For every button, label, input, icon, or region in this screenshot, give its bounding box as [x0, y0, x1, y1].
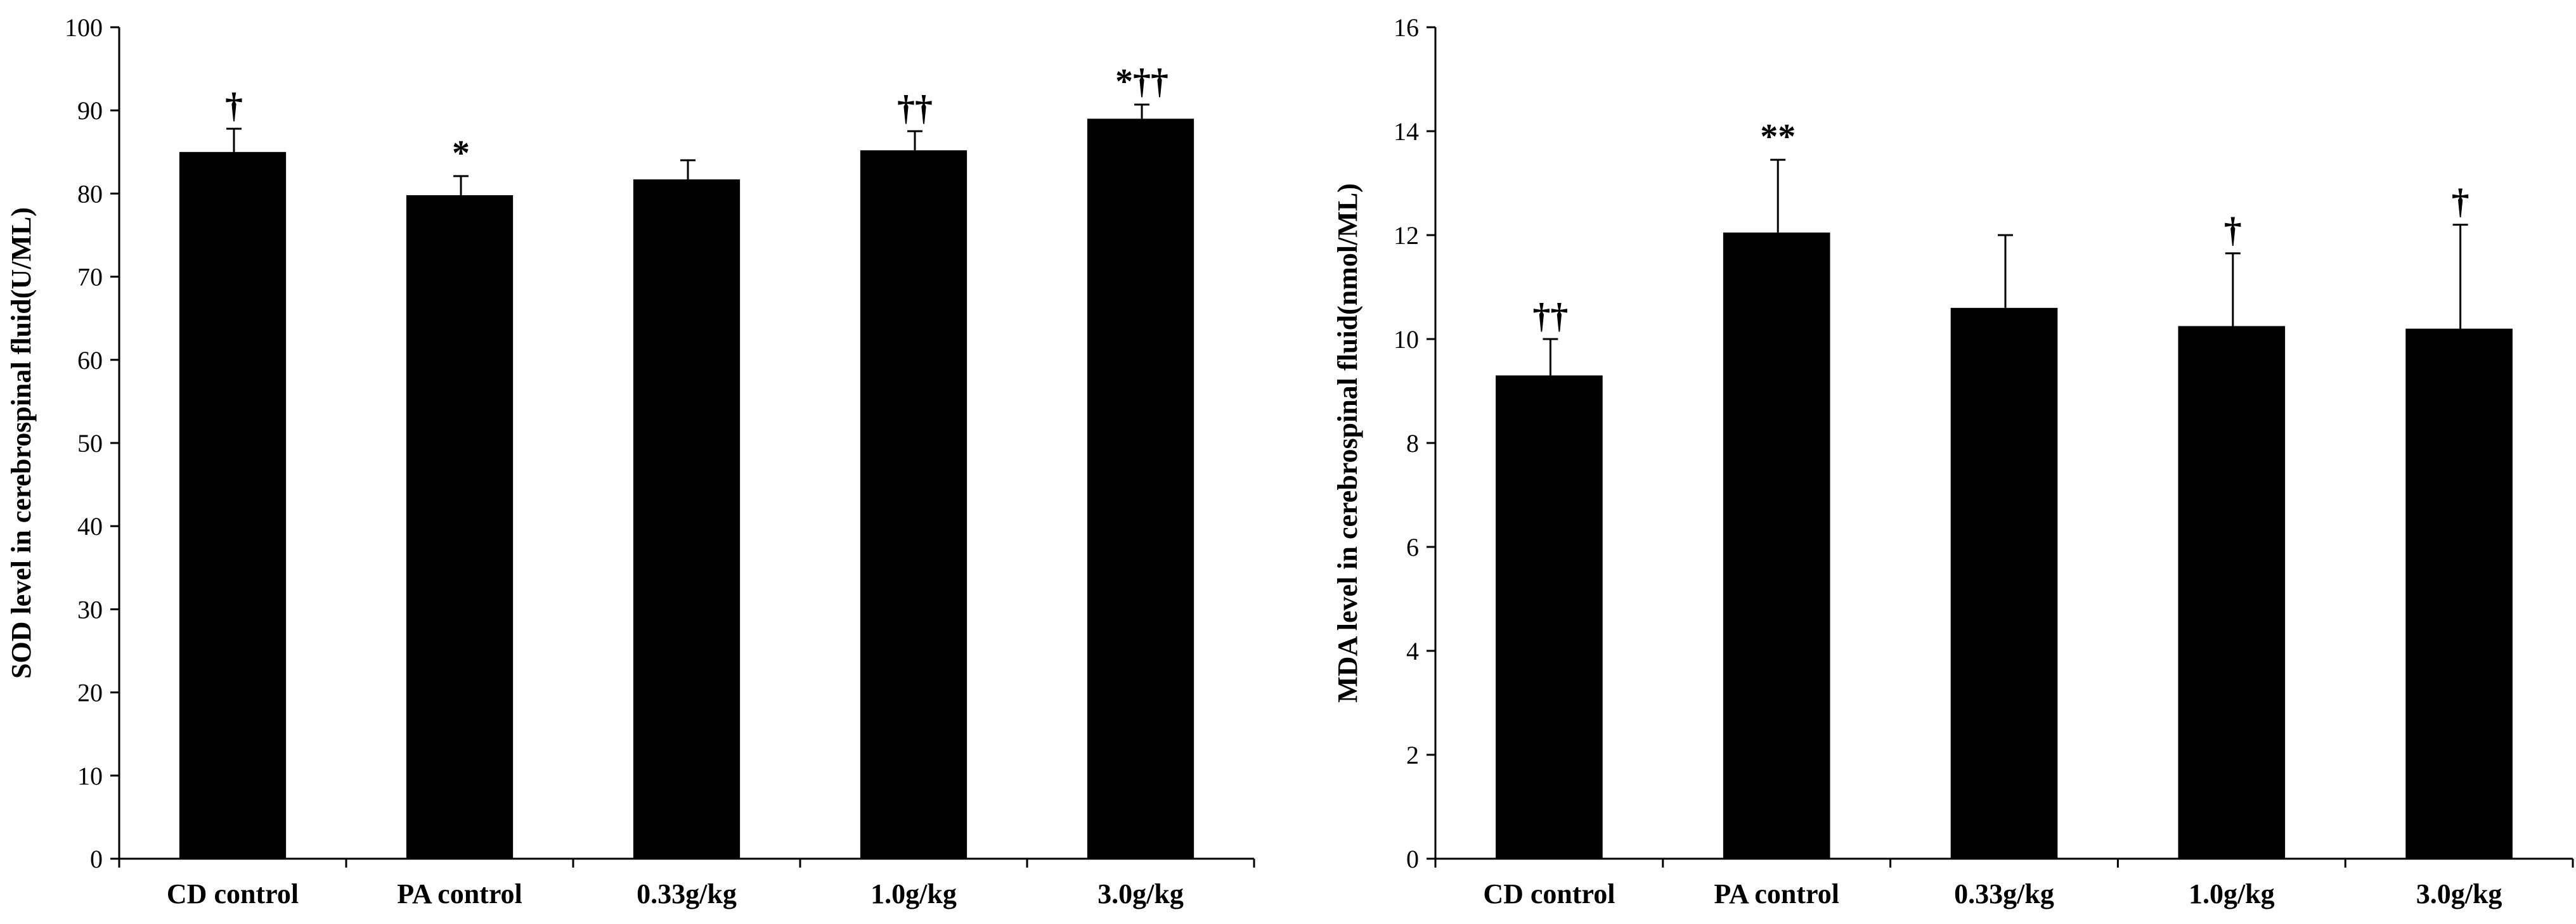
sod-y-tick-label: 30 [77, 595, 103, 624]
sod-y-axis-title: SOD level in cerebrospinal fluid(U/ML) [6, 207, 37, 679]
mda-y-tick-label: 10 [1394, 325, 1419, 354]
mda-bar-1 [1723, 232, 1830, 859]
mda-category-label-0: CD control [1483, 878, 1615, 909]
mda-bar-0 [1496, 375, 1603, 859]
sod-bar-1 [406, 195, 514, 859]
sod-y-tick-label: 20 [77, 679, 103, 707]
mda-significance-1: ** [1760, 117, 1796, 157]
mda-category-label-4: 3.0g/kg [2416, 878, 2502, 909]
sod-significance-0: † [225, 86, 243, 125]
mda-significance-3: † [2224, 211, 2242, 250]
sod-category-label-0: CD control [167, 878, 299, 909]
sod-category-label-1: PA control [397, 878, 522, 909]
mda-y-tick-label: 2 [1406, 741, 1419, 769]
mda-y-axis-title: MDA level in cerebrospinal fluid(nmol/ML… [1332, 183, 1363, 703]
sod-bar-3 [860, 150, 968, 859]
mda-bar-4 [2405, 328, 2513, 859]
sod-significance-1: * [452, 134, 470, 173]
sod-y-tick-label: 50 [77, 429, 103, 458]
sod-bar-2 [633, 179, 741, 859]
sod-y-tick-label: 0 [90, 845, 103, 873]
sod-y-tick-label: 60 [77, 346, 103, 375]
sod-y-tick-label: 90 [77, 96, 103, 125]
sod-significance-3: †† [897, 89, 933, 128]
sod-y-tick-label: 10 [77, 762, 103, 790]
sod-category-label-4: 3.0g/kg [1097, 878, 1184, 909]
sod-category-label-2: 0.33g/kg [637, 878, 737, 909]
mda-y-tick-label: 8 [1406, 429, 1419, 458]
mda-category-label-1: PA control [1714, 878, 1839, 909]
mda-bar-2 [1950, 307, 2058, 859]
mda-category-label-2: 0.33g/kg [1954, 878, 2054, 909]
sod-category-label-3: 1.0g/kg [871, 878, 957, 909]
mda-y-tick-label: 0 [1406, 845, 1419, 873]
sod-bar-0 [179, 151, 287, 859]
mda-bar-3 [2178, 326, 2286, 859]
sod-y-tick-label: 40 [77, 512, 103, 541]
sod-y-tick-label: 80 [77, 179, 103, 208]
sod-bar-4 [1087, 119, 1194, 859]
mda-y-tick-label: 12 [1394, 221, 1419, 250]
sod-y-tick-label: 100 [65, 13, 103, 42]
sod-significance-4: *†† [1115, 62, 1168, 101]
mda-y-tick-label: 4 [1406, 637, 1419, 665]
mda-significance-0: †† [1532, 297, 1568, 336]
mda-y-tick-label: 6 [1406, 533, 1419, 561]
sod-y-tick-label: 70 [77, 263, 103, 292]
mda-category-label-3: 1.0g/kg [2189, 878, 2275, 909]
sod-chart: 0 10 20 30 40 50 60 70 80 90 100 † CD control * PA con… [6, 13, 1255, 909]
mda-y-tick-label: 14 [1394, 117, 1419, 146]
mda-y-tick-label: 16 [1394, 13, 1419, 42]
mda-significance-4: † [2452, 183, 2469, 222]
